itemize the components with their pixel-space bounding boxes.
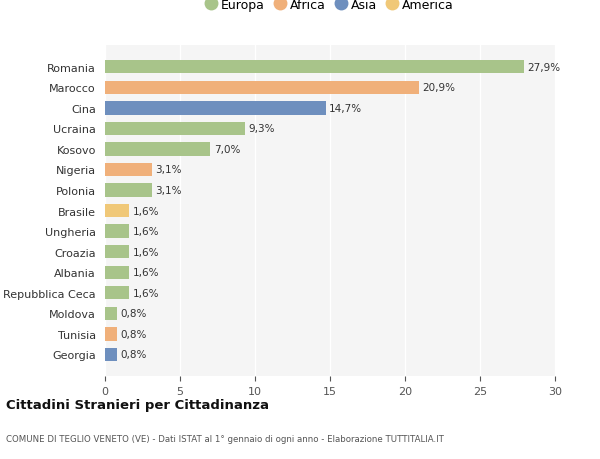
Bar (105, 143, 210, 156)
Text: COMUNE DI TEGLIO VENETO (VE) - Dati ISTAT al 1° gennaio di ogni anno - Elaborazi: COMUNE DI TEGLIO VENETO (VE) - Dati ISTA… (6, 434, 444, 442)
Text: 20,9%: 20,9% (422, 83, 455, 93)
Text: 0,8%: 0,8% (121, 309, 147, 319)
Text: 9,3%: 9,3% (248, 124, 275, 134)
Text: Cittadini Stranieri per Cittadinanza: Cittadini Stranieri per Cittadinanza (6, 398, 269, 412)
Text: 3,1%: 3,1% (155, 185, 182, 196)
Bar (105, 81, 419, 95)
Bar (105, 204, 129, 218)
Text: 1,6%: 1,6% (133, 247, 159, 257)
Bar (105, 286, 129, 300)
Bar (105, 163, 151, 177)
Bar (105, 307, 117, 320)
Text: 14,7%: 14,7% (329, 104, 362, 113)
Bar (105, 246, 129, 259)
Text: 0,8%: 0,8% (121, 329, 147, 339)
Bar (105, 266, 129, 280)
Bar (105, 225, 129, 238)
Text: 1,6%: 1,6% (133, 227, 159, 237)
Text: 1,6%: 1,6% (133, 206, 159, 216)
Bar (105, 328, 117, 341)
Bar (105, 348, 117, 361)
Text: 1,6%: 1,6% (133, 268, 159, 278)
Bar (105, 123, 245, 136)
Bar (105, 61, 523, 74)
Legend: Europa, Africa, Asia, America: Europa, Africa, Asia, America (206, 0, 454, 12)
Text: 3,1%: 3,1% (155, 165, 182, 175)
Text: 1,6%: 1,6% (133, 288, 159, 298)
Bar (105, 102, 325, 115)
Bar (105, 184, 151, 197)
Text: 27,9%: 27,9% (527, 62, 560, 73)
Text: 7,0%: 7,0% (214, 145, 240, 155)
Text: 0,8%: 0,8% (121, 350, 147, 360)
